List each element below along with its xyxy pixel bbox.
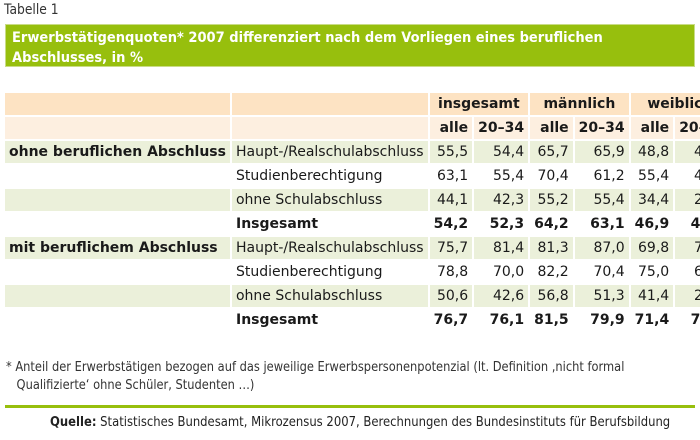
row-category: ohne Schulabschluss [231,285,428,307]
cell-value: 50,6 [429,285,473,307]
table-row: Studienberechtigung 78,8 70,0 82,2 70,4 75,0 6… [5,261,700,283]
row-group [5,165,230,187]
divider [5,405,695,408]
cell-value: 41,4 [630,285,674,307]
table-row: mit beruflichem Abschluss Haupt-/Realschu… [5,237,700,259]
cell-value: 70,0 [492,264,525,280]
header-empty [231,117,428,139]
cell-value: 61,2 [593,168,625,184]
source: Quelle: Statistisches Bundesamt, Mikroze… [50,414,700,430]
table-row: ohne beruflichen Abschluss Haupt-/Realsch… [5,141,700,163]
table-label: Tabelle 1 [4,2,59,18]
cell-value: 56,8 [530,285,573,307]
row-group [5,261,230,283]
cell-value: 81,5 [534,312,569,328]
cell-value: 82,2 [537,264,569,280]
row-group [5,189,230,211]
cell-value: 55,4 [574,189,629,211]
header-empty [5,93,230,115]
row-group [5,309,230,331]
row-category: Studienberechtigung [235,264,383,280]
header-empty [5,117,230,139]
cell-value: 75,7 [429,237,473,259]
cell-value: 49,3 [693,168,700,184]
cell-value: 41,8 [690,216,700,232]
header-weiblich: weiblich [630,93,700,115]
cell-value: 76,7 [433,312,469,328]
table-title: Erwerbstätigenquoten* 2007 differenziert… [5,24,695,67]
row-group [5,285,230,307]
title-line-1: Erwerbstätigenquoten* 2007 differenziert… [12,30,603,46]
cell-value: 46,9 [634,216,670,232]
cell-value: 81,3 [530,237,573,259]
table-row: ohne Schulabschluss 44,1 42,3 55,2 55,4 34,4 2… [5,189,700,211]
cell-value: 48,8 [630,141,674,163]
footnote-line-1: * Anteil der Erwerbstätigen bezogen auf … [6,360,625,375]
subheader: 20–34 [675,117,700,139]
cell-value: 69,5 [693,264,700,280]
cell-value: 44,1 [429,189,473,211]
row-group: ohne beruflichen Abschluss [5,141,230,163]
cell-value: 54,2 [433,216,469,232]
cell-value: 72,2 [690,312,700,328]
cell-value: 78,8 [436,264,469,280]
cell-value: 42,6 [474,285,529,307]
header-maennlich: männlich [530,93,629,115]
header-insgesamt: insgesamt [429,93,529,115]
cell-value: 76,1 [489,312,525,328]
cell-value: 70,4 [593,264,625,280]
row-category: Studienberechtigung [235,168,383,184]
cell-value: 34,4 [630,189,674,211]
cell-value: 42,3 [474,189,529,211]
cell-value: 55,5 [429,141,473,163]
cell-value: 51,3 [574,285,629,307]
cell-value: 55,4 [492,168,525,184]
cell-value: 29,5 [675,189,700,211]
cell-value: 63,1 [436,168,469,184]
table-row: Insgesamt 54,2 52,3 64,2 63,1 46,9 41,8 [5,213,700,235]
cell-value: 55,2 [530,189,573,211]
cell-value: 65,9 [574,141,629,163]
cell-value: 75,0 [675,237,700,259]
cell-value: 64,2 [534,216,569,232]
header-empty [231,93,428,115]
cell-value: 63,1 [590,216,625,232]
table-row: Insgesamt 76,7 76,1 81,5 79,9 71,4 72,2 [5,309,700,331]
subheader: 20–34 [574,117,629,139]
subheader: 20–34 [474,117,529,139]
cell-value: 65,7 [530,141,573,163]
cell-value: 69,8 [630,237,674,259]
cell-value: 75,0 [638,264,670,280]
row-group: mit beruflichem Abschluss [5,237,230,259]
source-label: Quelle: [50,414,97,430]
row-category: Insgesamt [235,216,319,232]
table-row: ohne Schulabschluss 50,6 42,6 56,8 51,3 41,4 2… [5,285,700,307]
row-category: Insgesamt [235,312,319,328]
cell-value: 55,4 [638,168,670,184]
subheader: alle [630,117,674,139]
cell-value: 71,4 [634,312,670,328]
subheader: alle [429,117,473,139]
header-row-ages: alle 20–34 alle 20–34 alle 20–34 [5,117,700,139]
cell-value: 54,4 [474,141,529,163]
row-group [5,213,230,235]
row-category: ohne Schulabschluss [231,189,428,211]
title-line-2: Abschlusses, in % [12,50,144,66]
footnote: * Anteil der Erwerbstätigen bezogen auf … [6,359,675,395]
row-category: Haupt-/Realschulabschluss [231,141,428,163]
cell-value: 79,9 [590,312,625,328]
cell-value: 52,3 [489,216,525,232]
cell-value: 87,0 [574,237,629,259]
cell-value: 81,4 [474,237,529,259]
header-row-groups: insgesamt männlich weiblich [5,93,700,115]
subheader: alle [530,117,573,139]
cell-value: 28,3 [675,285,700,307]
source-text: Statistisches Bundesamt, Mikrozensus 200… [96,414,671,430]
row-category: Haupt-/Realschulabschluss [231,237,428,259]
table-row: Studienberechtigung 63,1 55,4 70,4 61,2 55,4 4… [5,165,700,187]
cell-value: 43,2 [675,141,700,163]
data-table: insgesamt männlich weiblich alle 20–34 a… [3,91,700,333]
cell-value: 70,4 [537,168,569,184]
footnote-line-2: Qualifizierte‘ ohne Schüler, Studenten …… [16,378,255,393]
